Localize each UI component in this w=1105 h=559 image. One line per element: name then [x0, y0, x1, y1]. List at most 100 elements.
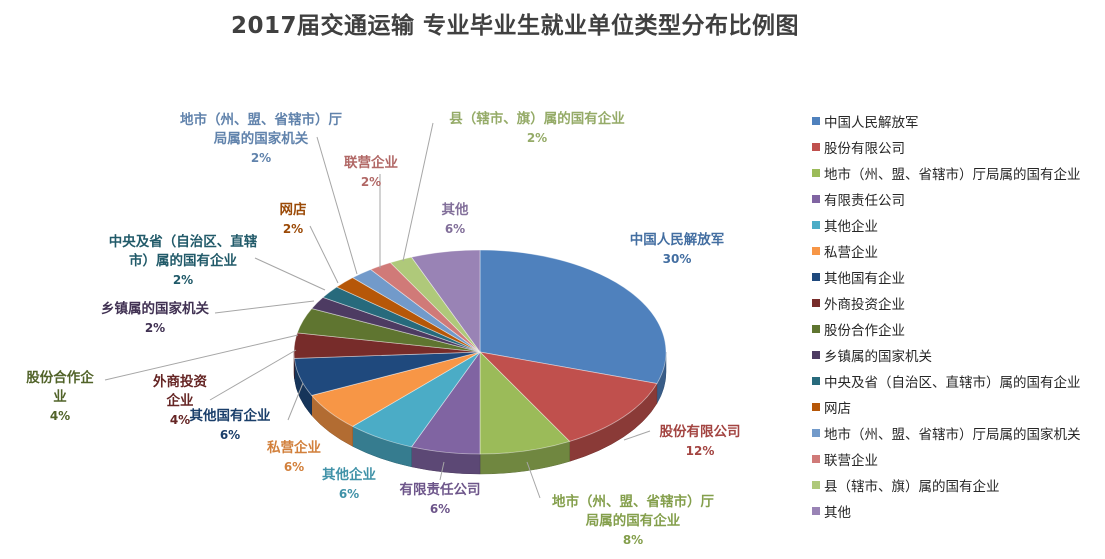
slice-14-value-label: 2%	[361, 175, 381, 189]
slice-10-label-line1: 乡镇属的国家机关	[101, 300, 209, 317]
legend-label: 中国人民解放军	[824, 115, 919, 131]
slice-9-value-label: 4%	[50, 409, 70, 423]
legend-item-6: 私营企业	[812, 238, 1102, 264]
slice-4-leader-line	[439, 461, 445, 481]
legend-item-2: 股份有限公司	[812, 134, 1102, 160]
legend-swatch	[812, 169, 820, 177]
slice-6-label-line1: 私营企业	[267, 439, 321, 456]
legend-label: 地市（州、盟、省辖市）厅局属的国家机关	[824, 427, 1081, 443]
slice-8-label-line2: 企业	[166, 392, 194, 409]
slice-2-label-line1: 股份有限公司	[660, 423, 741, 440]
legend-label: 有限责任公司	[824, 193, 905, 209]
legend-swatch	[812, 221, 820, 229]
slice-16-value-label: 6%	[445, 222, 465, 236]
slice-5-value-label: 6%	[339, 487, 359, 501]
legend-swatch	[812, 351, 820, 359]
slice-1-top	[479, 249, 667, 384]
legend-label: 其他	[824, 505, 851, 521]
slice-11-value-label: 2%	[173, 273, 193, 287]
slice-9-leader-line	[104, 334, 299, 381]
slice-1-label-line1: 中国人民解放军	[630, 231, 725, 248]
legend-item-11: 中央及省（自治区、直辖市）属的国有企业	[812, 368, 1102, 394]
slice-3-value-label: 8%	[623, 533, 643, 547]
slice-15-value-label: 2%	[527, 131, 547, 145]
legend-label: 乡镇属的国家机关	[824, 349, 932, 365]
slice-7-value-label: 6%	[220, 428, 240, 442]
legend-item-8: 外商投资企业	[812, 290, 1102, 316]
legend-swatch	[812, 481, 820, 489]
slice-3-label-line1: 地市（州、盟、省辖市）厅	[552, 493, 714, 510]
legend-label: 外商投资企业	[824, 297, 905, 313]
slice-11-label-line2: 市）属的国有企业	[129, 252, 237, 269]
slice-12-leader-line	[309, 225, 339, 284]
legend-label: 地市（州、盟、省辖市）厅局属的国有企业	[824, 167, 1081, 183]
slice-10-leader-line	[214, 300, 315, 314]
slice-16-label-line1: 其他	[442, 201, 469, 218]
slice-8-label-line1: 外商投资	[153, 373, 207, 390]
slice-2-top	[478, 351, 658, 442]
slice-4-value-label: 6%	[430, 502, 450, 516]
slice-3-top	[479, 351, 571, 455]
slice-1-value-label: 30%	[663, 252, 692, 266]
leader-lines	[104, 122, 651, 499]
slice-10-value-label: 2%	[145, 321, 165, 335]
slice-13-label-line1: 地市（州、盟、省辖市）厅	[180, 111, 342, 128]
slice-8-value-label: 4%	[170, 413, 190, 427]
legend-swatch	[812, 299, 820, 307]
legend-swatch	[812, 247, 820, 255]
slice-12-value-label: 2%	[283, 222, 303, 236]
legend-swatch	[812, 273, 820, 281]
legend-swatch	[812, 117, 820, 125]
legend-label: 中央及省（自治区、直辖市）属的国有企业	[824, 375, 1081, 391]
legend-item-14: 联营企业	[812, 446, 1102, 472]
legend-item-7: 其他国有企业	[812, 264, 1102, 290]
legend-label: 其他国有企业	[824, 271, 905, 287]
chart-title: 2017届交通运输 专业毕业生就业单位类型分布比例图	[230, 13, 800, 39]
slice-11-label-line1: 中央及省（自治区、直辖	[109, 233, 258, 250]
slice-15-label-line1: 县（辖市、旗）属的国有企业	[449, 110, 625, 127]
slice-3-label-line2: 局属的国有企业	[586, 512, 681, 529]
chart-legend: 中国人民解放军 股份有限公司地市（州、盟、省辖市）厅局属的国有企业 有限责任公司 其他…	[812, 108, 1102, 524]
legend-label: 股份合作企业	[824, 323, 905, 339]
legend-label: 县（辖市、旗）属的国有企业	[824, 479, 1000, 495]
slice-7-leader-line	[287, 382, 304, 421]
slice-labels: 中国人民解放军 30% 股份有限公司 12% 地市（州、盟、省辖市）厅局属的国有企业 8%…	[26, 110, 740, 547]
slice-13-leader-line	[316, 136, 358, 275]
legend-label: 其他企业	[824, 219, 878, 235]
slice-14-label-line1: 联营企业	[344, 154, 398, 171]
legend-swatch	[812, 195, 820, 203]
slice-13-label-line2: 局属的国家机关	[214, 130, 309, 147]
legend-item-16: 其他	[812, 498, 1102, 524]
legend-item-5: 其他企业	[812, 212, 1102, 238]
legend-label: 私营企业	[824, 245, 878, 261]
pie-top-group	[293, 249, 667, 455]
legend-item-9: 股份合作企业	[812, 316, 1102, 342]
legend-label: 联营企业	[824, 453, 878, 469]
slice-4-label-line1: 有限责任公司	[400, 481, 481, 498]
slice-9-label-line1: 股份合作企	[26, 369, 94, 386]
legend-item-15: 县（辖市、旗）属的国有企业	[812, 472, 1102, 498]
slice-8-leader-line	[209, 349, 297, 401]
legend-swatch	[812, 377, 820, 385]
slice-2-value-label: 12%	[686, 444, 715, 458]
slice-16-top	[410, 249, 481, 354]
slice-3-leader-line	[526, 461, 541, 499]
legend-item-3: 地市（州、盟、省辖市）厅局属的国有企业	[812, 160, 1102, 186]
legend-swatch	[812, 325, 820, 333]
slice-7-label-line1: 其他国有企业	[190, 407, 271, 424]
slice-12-label-line1: 网店	[280, 201, 307, 218]
slice-6-value-label: 6%	[284, 460, 304, 474]
legend-label: 股份有限公司	[824, 141, 905, 157]
legend-label: 网店	[824, 401, 851, 417]
slice-5-label-line1: 其他企业	[322, 466, 376, 483]
legend-item-1: 中国人民解放军	[812, 108, 1102, 134]
slice-11-leader-line	[254, 257, 326, 291]
legend-swatch	[812, 403, 820, 411]
legend-swatch	[812, 429, 820, 437]
slice-15-leader-line	[402, 122, 434, 262]
slice-9-label-line2: 业	[53, 389, 67, 405]
legend-swatch	[812, 507, 820, 515]
legend-item-12: 网店	[812, 394, 1102, 420]
legend-swatch	[812, 455, 820, 463]
